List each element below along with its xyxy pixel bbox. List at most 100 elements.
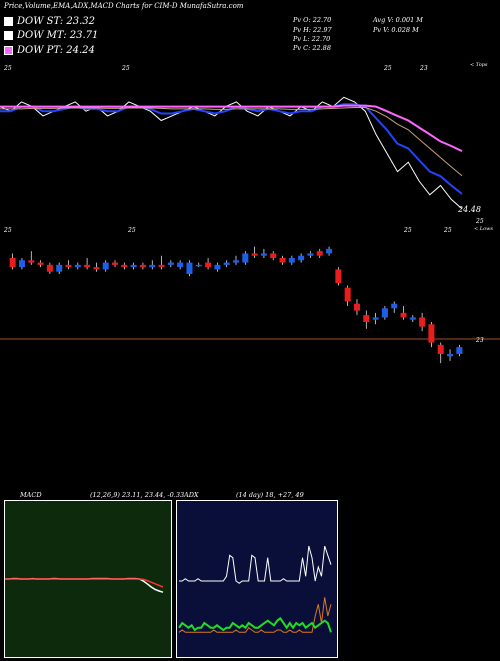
candle-body (316, 251, 323, 256)
adx-series-DI+ (179, 545, 332, 584)
candle-body (307, 253, 314, 256)
candle-body (251, 253, 258, 256)
candle-body (233, 260, 239, 263)
legend-item-dow-pt: DOW PT: 24.24 (4, 45, 95, 56)
candle (102, 260, 109, 272)
candle-body (288, 258, 295, 263)
candle-body (93, 267, 100, 270)
candle-body (428, 324, 435, 343)
macd-panel (4, 500, 172, 658)
adx-series-DI- (178, 597, 332, 633)
chart-title: Price,Volume,EMA,ADX,MACD Charts for CIM… (4, 2, 244, 10)
candle-body (112, 262, 119, 265)
adx-params: (14 day) 18, +27, 49 (236, 491, 304, 499)
candle (149, 260, 156, 270)
top-chart-value-label: 24.48 (457, 205, 481, 214)
adx-plot (178, 545, 332, 633)
candle (139, 262, 146, 270)
macd-series-macd (5, 577, 164, 593)
adx-title: ADX (184, 491, 199, 499)
candle-body (9, 258, 16, 268)
candle-body (130, 264, 137, 268)
candle (437, 342, 444, 364)
candle-body (149, 264, 156, 268)
candle-body (56, 264, 63, 272)
candle-body (344, 287, 351, 302)
candle (186, 260, 193, 277)
candle-body (326, 248, 333, 254)
candle-body (400, 312, 407, 318)
candle (130, 262, 137, 270)
candlestick-chart: 25 25 25 25 < Lows 23 (0, 226, 500, 364)
candle-body (214, 264, 221, 270)
candle (65, 260, 72, 270)
candle (307, 251, 314, 258)
candle (18, 258, 25, 270)
stat-pv-low: Pv L: 22.70 (293, 35, 331, 43)
candle (112, 260, 119, 268)
top-mark-1: 25 (3, 65, 12, 72)
candle-body (74, 264, 81, 268)
stat-pv-open: Pv O: 22.70 (293, 16, 332, 24)
adx-series-ADX (178, 616, 332, 633)
candle (214, 262, 221, 272)
bottom-mark-3: 25 (403, 227, 412, 234)
top-mark-2: 25 (121, 65, 130, 72)
candle-body (335, 269, 342, 284)
price-level-label: 23 (475, 337, 484, 344)
candle (158, 255, 165, 270)
candle-body (391, 303, 398, 309)
candle-body (381, 308, 388, 318)
candle (288, 255, 295, 265)
candle-body (84, 264, 91, 268)
candle (409, 315, 416, 322)
macd-params: (12,26,9) 23.11, 23.44, -0.33 (90, 491, 185, 499)
ema-series-0 (0, 96, 463, 210)
candle-body (363, 315, 370, 322)
macd-title: MACD (20, 491, 42, 499)
candle-body (37, 262, 44, 265)
candle (298, 253, 305, 263)
candle (381, 306, 388, 320)
candle (28, 251, 35, 265)
legend-label-mt: DOW MT: 23.71 (17, 30, 99, 41)
legend-label-pt: DOW PT: 24.24 (17, 45, 95, 56)
candle-body (158, 264, 165, 268)
legend-swatch-mt-icon (4, 31, 13, 40)
candle (456, 344, 463, 357)
legend-item-dow-st: DOW ST: 23.32 (4, 16, 95, 27)
candle (84, 258, 91, 270)
price-ema-chart: 25 25 25 23 < Tops 24.48 25 (0, 62, 488, 225)
candle (223, 260, 230, 268)
top-chart-right-label: 25 (475, 218, 484, 225)
candle (251, 246, 258, 258)
candle (270, 251, 277, 261)
candle (195, 262, 202, 268)
legend-item-dow-mt: DOW MT: 23.71 (4, 30, 98, 41)
candle-body (353, 303, 360, 311)
candle-body (372, 317, 379, 320)
candle (316, 248, 323, 258)
candle (353, 299, 360, 316)
candle (428, 322, 435, 348)
bottom-mark-1: 25 (3, 227, 12, 234)
legend-swatch-pt-icon (4, 46, 13, 55)
candle-body (65, 264, 72, 268)
stat-pv-volume: Pv V: 0.028 M (373, 26, 419, 34)
lows-label: < Lows (474, 226, 493, 232)
candle (121, 262, 128, 270)
candle (205, 258, 212, 270)
candle (372, 312, 379, 325)
top-mark-3: 25 (383, 65, 392, 72)
candle-body (102, 262, 109, 270)
candle-body (46, 264, 53, 272)
top-mark-4: 23 (419, 65, 428, 72)
candle-body (279, 258, 286, 263)
ema-series-3 (0, 104, 463, 153)
candle (344, 285, 351, 306)
candle-body (28, 260, 35, 263)
candle (400, 306, 407, 320)
bottom-mark-4: 25 (443, 227, 452, 234)
candle-body (121, 264, 128, 268)
candle (447, 349, 454, 361)
